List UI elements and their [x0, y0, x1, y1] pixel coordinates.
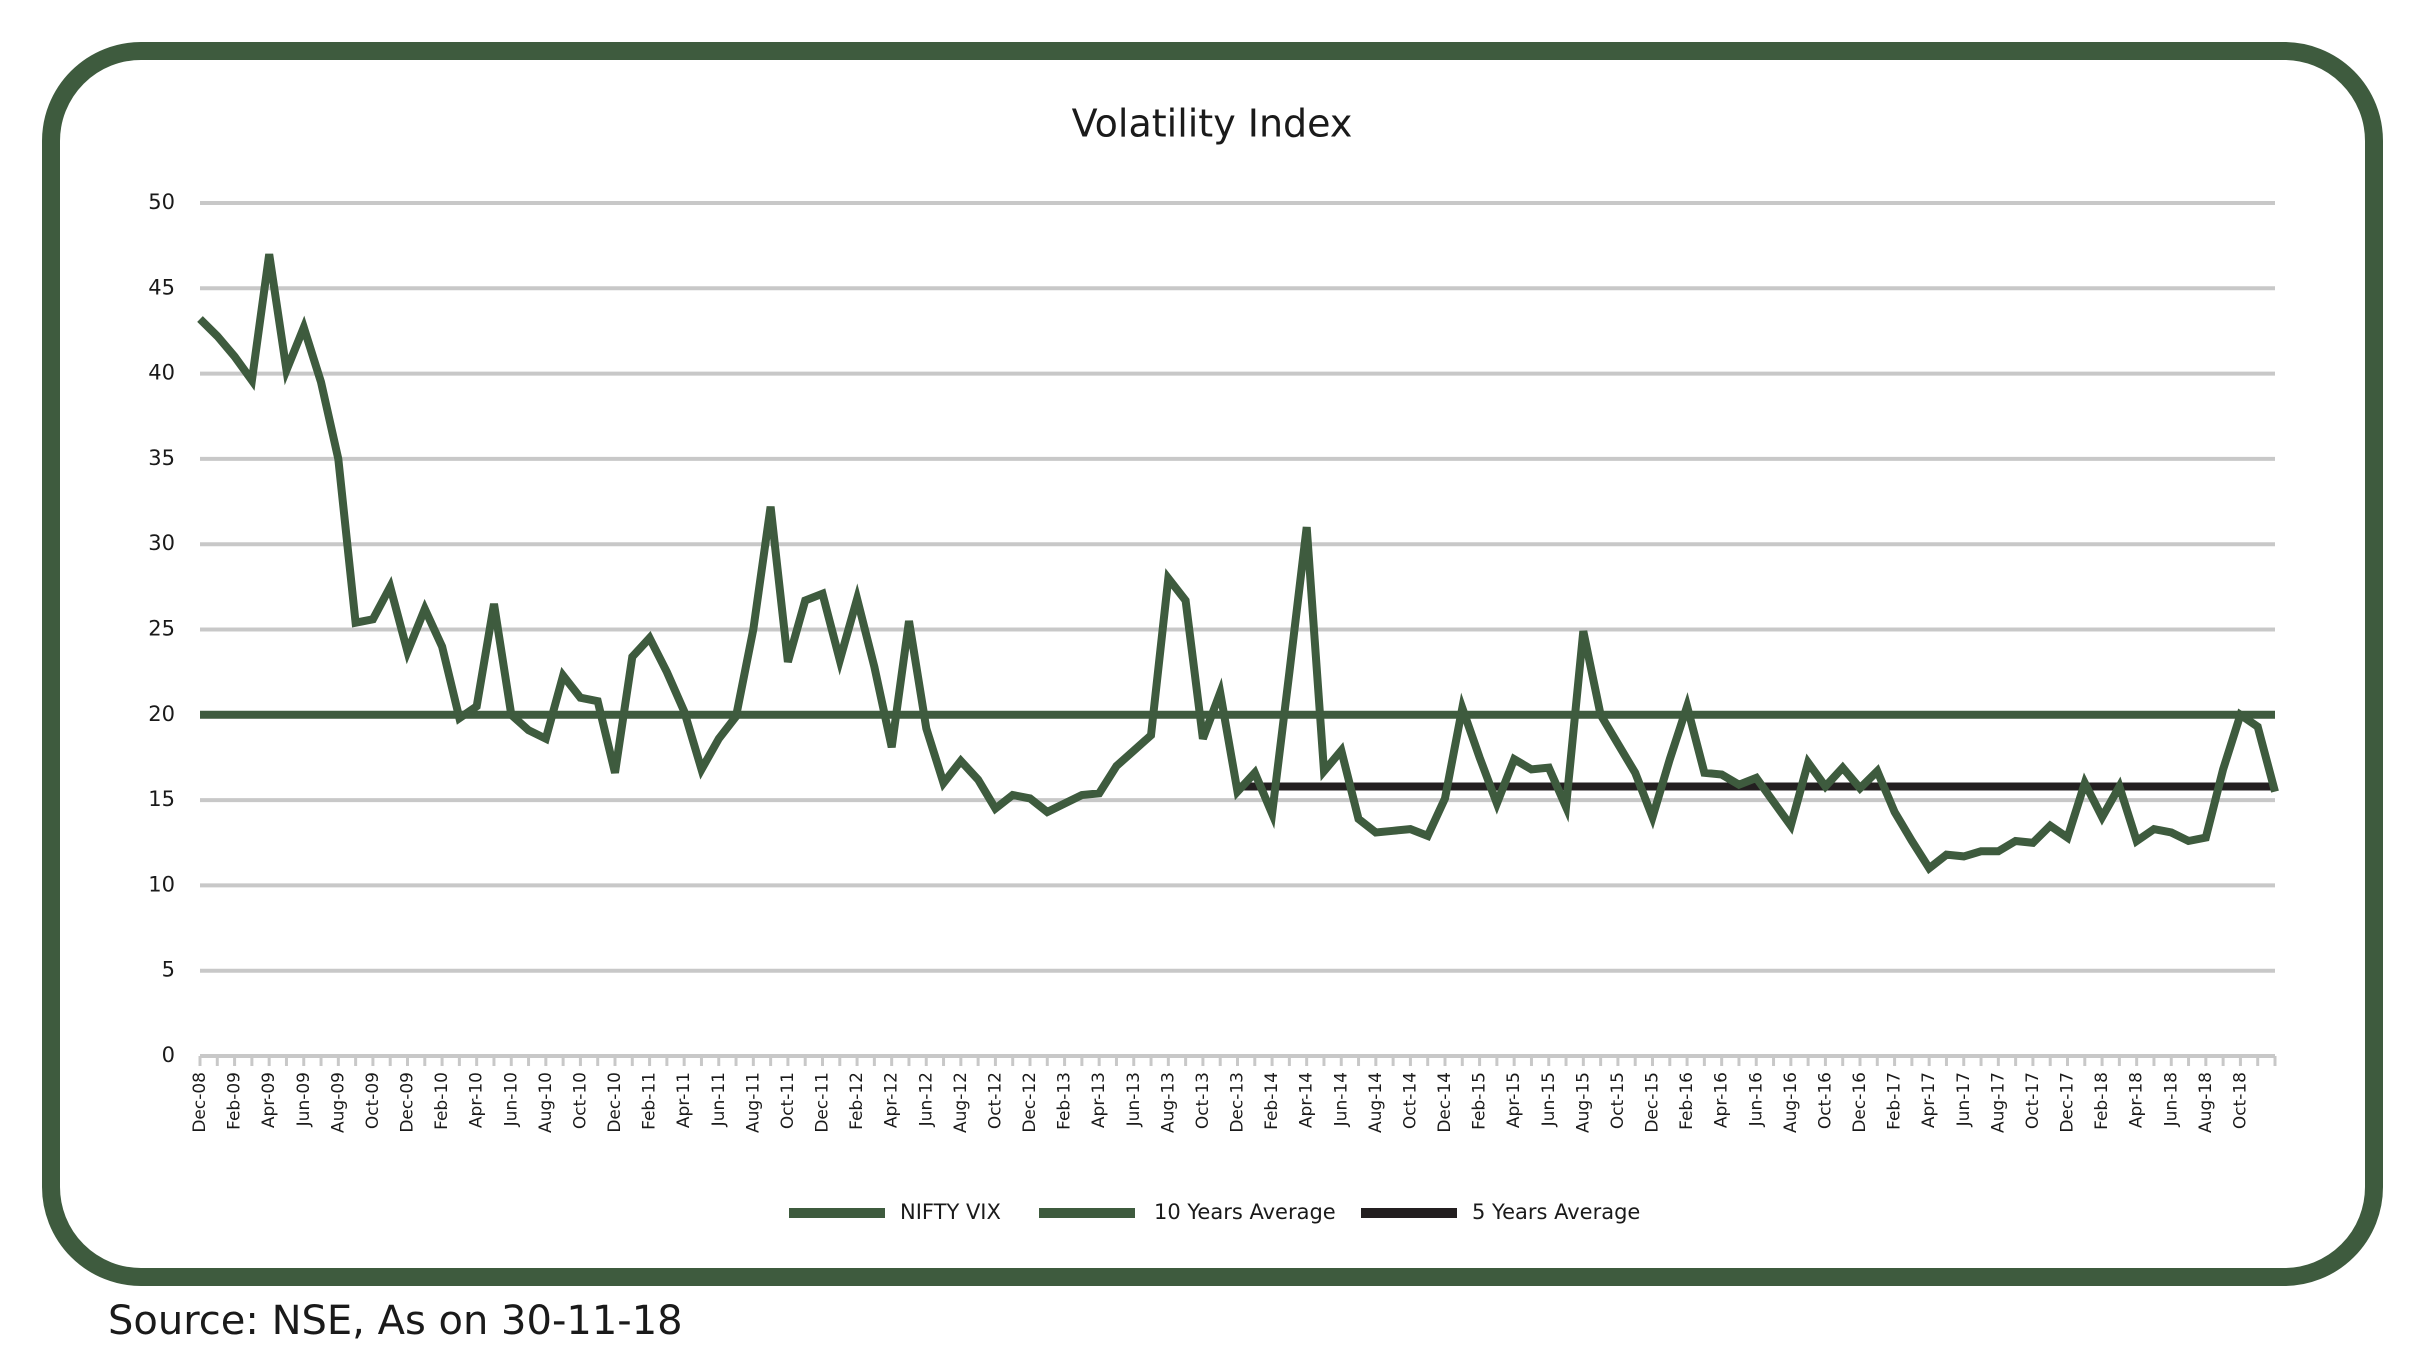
x-tick-label: Oct-18: [2230, 1072, 2250, 1129]
x-tick-label: Dec-13: [1228, 1072, 1248, 1133]
x-tick-label: Oct-16: [1815, 1072, 1835, 1129]
x-tick-label: Jun-11: [709, 1072, 729, 1127]
x-tick-label: Aug-11: [743, 1072, 763, 1133]
x-tick-label: Oct-14: [1400, 1072, 1420, 1129]
legend-label: NIFTY VIX: [900, 1200, 1001, 1224]
x-tick-label: Apr-13: [1089, 1072, 1109, 1128]
x-tick-label: Aug-09: [328, 1072, 348, 1133]
y-tick-label: 0: [162, 1043, 175, 1067]
y-tick-label: 15: [148, 787, 175, 811]
source-note: Source: NSE, As on 30-11-18: [108, 1298, 683, 1344]
y-tick-label: 35: [148, 446, 175, 470]
y-tick-label: 40: [148, 361, 175, 385]
x-tick-label: Aug-17: [1988, 1072, 2008, 1133]
x-tick-label: Dec-15: [1643, 1072, 1663, 1133]
y-tick-label: 30: [148, 531, 175, 555]
x-tick-label: Jun-13: [1124, 1072, 1144, 1127]
x-tick-label: Feb-17: [1885, 1072, 1905, 1130]
x-tick-label: Feb-15: [1470, 1072, 1490, 1130]
x-tick-label: Oct-17: [2023, 1072, 2043, 1129]
legend-label: 10 Years Average: [1154, 1200, 1336, 1224]
x-tick-label: Aug-10: [536, 1072, 556, 1133]
x-tick-label: Apr-18: [2127, 1072, 2147, 1128]
x-tick-label: Feb-18: [2092, 1072, 2112, 1130]
x-tick-label: Dec-11: [813, 1072, 833, 1133]
y-tick-label: 20: [148, 702, 175, 726]
x-tick-label: Aug-14: [1366, 1072, 1386, 1133]
x-tick-label: Feb-10: [432, 1072, 452, 1130]
y-tick-label: 45: [148, 275, 175, 299]
chart-title: Volatility Index: [1072, 102, 1353, 146]
x-tick-label: Dec-17: [2058, 1072, 2078, 1133]
x-tick-label: Dec-16: [1850, 1072, 1870, 1133]
x-tick-label: Dec-10: [605, 1072, 625, 1133]
y-tick-label: 50: [148, 190, 175, 214]
x-tick-label: Aug-18: [2196, 1072, 2216, 1133]
x-tick-label: Jun-17: [1954, 1072, 1974, 1127]
x-tick-label: Apr-17: [1919, 1072, 1939, 1128]
legend-label: 5 Years Average: [1472, 1200, 1640, 1224]
x-tick-label: Jun-12: [916, 1072, 936, 1127]
x-tick-label: Aug-15: [1573, 1072, 1593, 1133]
y-tick-label: 10: [148, 872, 175, 896]
x-tick-label: Apr-14: [1297, 1072, 1317, 1128]
x-tick-label: Feb-14: [1262, 1072, 1282, 1130]
x-tick-label: Oct-10: [570, 1072, 590, 1129]
x-tick-label: Jun-18: [2161, 1072, 2181, 1127]
x-tick-label: Feb-12: [847, 1072, 867, 1130]
x-tick-label: Apr-10: [467, 1072, 487, 1128]
x-tick-label: Dec-14: [1435, 1072, 1455, 1133]
x-tick-label: Apr-09: [259, 1072, 279, 1128]
x-tick-label: Jun-14: [1331, 1072, 1351, 1127]
x-tick-label: Apr-16: [1712, 1072, 1732, 1128]
series-line: [197, 253, 2279, 875]
x-tick-label: Oct-12: [985, 1072, 1005, 1129]
x-tick-label: Apr-12: [882, 1072, 902, 1128]
x-tick-label: Jun-09: [294, 1072, 314, 1127]
x-tick-label: Feb-16: [1677, 1072, 1697, 1130]
x-tick-label: Oct-15: [1608, 1072, 1628, 1129]
x-tick-label: Apr-11: [674, 1072, 694, 1128]
x-tick-label: Aug-16: [1781, 1072, 1801, 1133]
x-tick-label: Feb-13: [1055, 1072, 1075, 1130]
x-tick-label: Aug-13: [1158, 1072, 1178, 1133]
x-tick-label: Jun-10: [501, 1072, 521, 1127]
x-tick-label: Apr-15: [1504, 1072, 1524, 1128]
x-tick-label: Aug-12: [951, 1072, 971, 1133]
x-tick-label: Dec-12: [1020, 1072, 1040, 1133]
x-tick-label: Oct-09: [363, 1072, 383, 1129]
x-tick-label: Feb-09: [225, 1072, 245, 1130]
x-tick-label: Oct-13: [1193, 1072, 1213, 1129]
x-tick-label: Oct-11: [778, 1072, 798, 1129]
x-tick-label: Jun-15: [1539, 1072, 1559, 1127]
y-tick-label: 25: [148, 617, 175, 641]
x-tick-label: Dec-08: [190, 1072, 210, 1133]
x-tick-label: Dec-09: [398, 1072, 418, 1133]
x-tick-label: Feb-11: [640, 1072, 660, 1130]
y-tick-label: 5: [162, 958, 175, 982]
x-tick-label: Jun-16: [1746, 1072, 1766, 1127]
